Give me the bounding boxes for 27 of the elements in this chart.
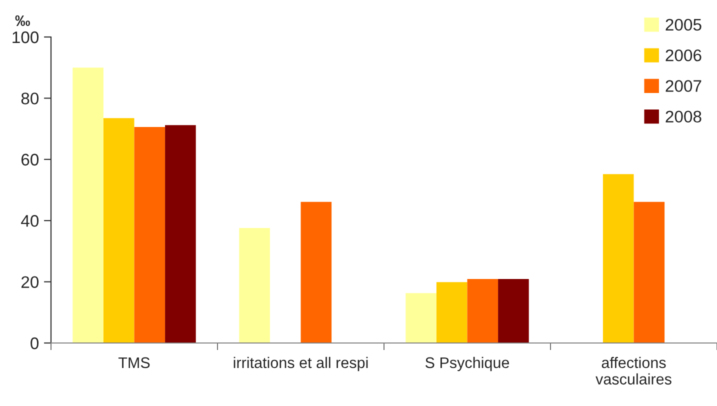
bar xyxy=(72,68,104,343)
bar xyxy=(634,202,665,343)
bar xyxy=(602,174,634,343)
bar xyxy=(406,293,436,343)
bar xyxy=(467,279,498,343)
bar xyxy=(103,118,134,343)
y-tick-label: 100 xyxy=(12,31,39,44)
bar xyxy=(436,282,468,343)
bar xyxy=(165,125,196,343)
y-tick-label: 80 xyxy=(21,92,39,104)
bar xyxy=(134,126,166,343)
x-tick-label: TMS xyxy=(118,357,150,368)
bar xyxy=(300,202,332,343)
legend-label: 2006 xyxy=(666,49,702,62)
y-tick-label: 40 xyxy=(21,215,39,227)
legend-label: 2008 xyxy=(666,110,702,123)
bar xyxy=(239,228,270,343)
legend-label: 2007 xyxy=(666,80,702,92)
bar xyxy=(498,279,529,343)
y-tick-label: 60 xyxy=(22,154,39,166)
y-tick-label: 20 xyxy=(21,276,39,288)
y-axis-title: ‰ xyxy=(15,15,30,26)
x-tick-label: affections vasculaires xyxy=(596,356,672,385)
x-tick-label: irritations et all respi xyxy=(234,356,368,372)
y-tick-label: 0 xyxy=(30,337,39,350)
x-tick-label: S Psychique xyxy=(425,356,510,372)
legend-label: 2005 xyxy=(666,18,702,31)
